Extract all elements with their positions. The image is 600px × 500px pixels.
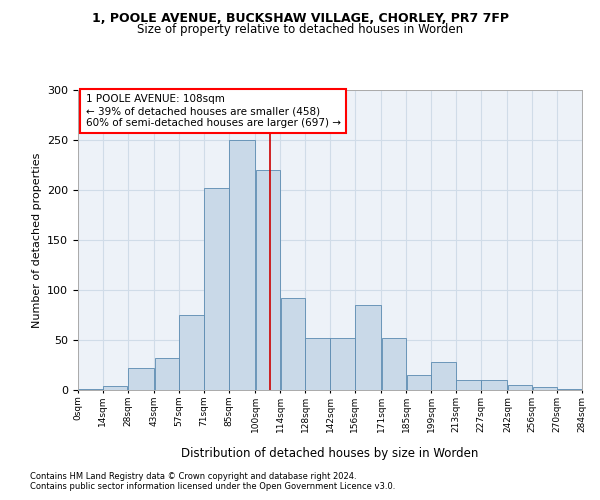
Bar <box>330 338 355 390</box>
Bar <box>355 305 381 390</box>
Text: Size of property relative to detached houses in Worden: Size of property relative to detached ho… <box>137 22 463 36</box>
Y-axis label: Number of detached properties: Number of detached properties <box>32 152 41 328</box>
Bar <box>481 380 507 390</box>
Text: Distribution of detached houses by size in Worden: Distribution of detached houses by size … <box>181 448 479 460</box>
Bar <box>155 358 179 390</box>
Bar <box>533 387 557 390</box>
Bar <box>456 380 481 390</box>
Bar <box>229 140 255 390</box>
Bar <box>256 170 280 390</box>
Bar <box>557 389 582 390</box>
Bar <box>508 385 532 390</box>
Bar <box>128 368 154 390</box>
Bar <box>204 188 229 390</box>
Bar <box>281 298 305 390</box>
Text: Contains HM Land Registry data © Crown copyright and database right 2024.: Contains HM Land Registry data © Crown c… <box>30 472 356 481</box>
Bar <box>305 338 330 390</box>
Text: Contains public sector information licensed under the Open Government Licence v3: Contains public sector information licen… <box>30 482 395 491</box>
Text: 1 POOLE AVENUE: 108sqm
← 39% of detached houses are smaller (458)
60% of semi-de: 1 POOLE AVENUE: 108sqm ← 39% of detached… <box>86 94 341 128</box>
Bar <box>382 338 406 390</box>
Bar <box>103 386 127 390</box>
Bar <box>407 375 431 390</box>
Bar <box>78 389 103 390</box>
Text: 1, POOLE AVENUE, BUCKSHAW VILLAGE, CHORLEY, PR7 7FP: 1, POOLE AVENUE, BUCKSHAW VILLAGE, CHORL… <box>91 12 509 26</box>
Bar <box>431 362 456 390</box>
Bar <box>179 315 204 390</box>
